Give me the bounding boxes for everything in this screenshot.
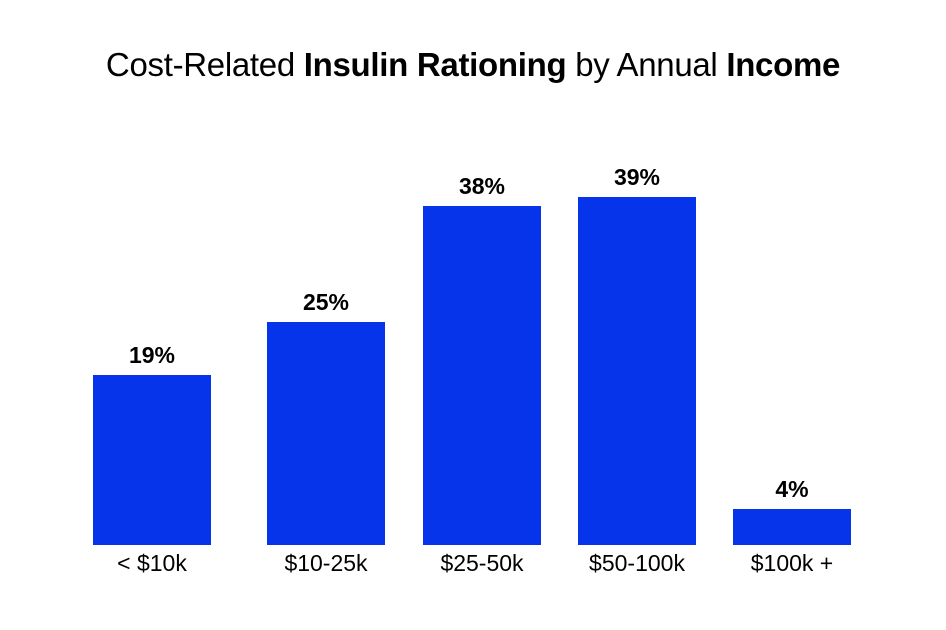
bar-category-label: < $10k	[117, 550, 187, 576]
bar	[733, 509, 851, 545]
bar-value-label: 39%	[613, 164, 661, 190]
bar-category-label: $50-100k	[589, 550, 685, 576]
bar-group: 25% $10-25k	[267, 289, 385, 575]
bar-category-label: $25-50k	[440, 550, 524, 576]
bar-value-label: 38%	[458, 173, 506, 199]
bar	[578, 197, 696, 545]
bar	[267, 322, 385, 545]
bar-group: 19% < $10k	[93, 342, 211, 575]
chart-title-segment: Insulin Rationing	[303, 46, 567, 83]
bar-category-label: $100k +	[750, 550, 834, 576]
bar-group: 38% $25-50k	[423, 173, 541, 575]
chart-title-segment: by Annual	[566, 46, 727, 83]
chart-title-segment: Income	[726, 46, 841, 83]
bar-value-label: 25%	[302, 289, 350, 315]
bar-group: 39% $50-100k	[578, 164, 696, 575]
bar-value-label: 4%	[775, 476, 809, 502]
bar-value-label: 19%	[128, 342, 176, 368]
chart-title: Cost-Related Insulin Rationing by Annual…	[0, 46, 946, 84]
bar	[93, 375, 211, 545]
chart-title-segment: Cost-Related	[105, 46, 304, 83]
bar-group: 4% $100k +	[733, 476, 851, 575]
bar-category-label: $10-25k	[284, 550, 368, 576]
bar	[423, 206, 541, 545]
